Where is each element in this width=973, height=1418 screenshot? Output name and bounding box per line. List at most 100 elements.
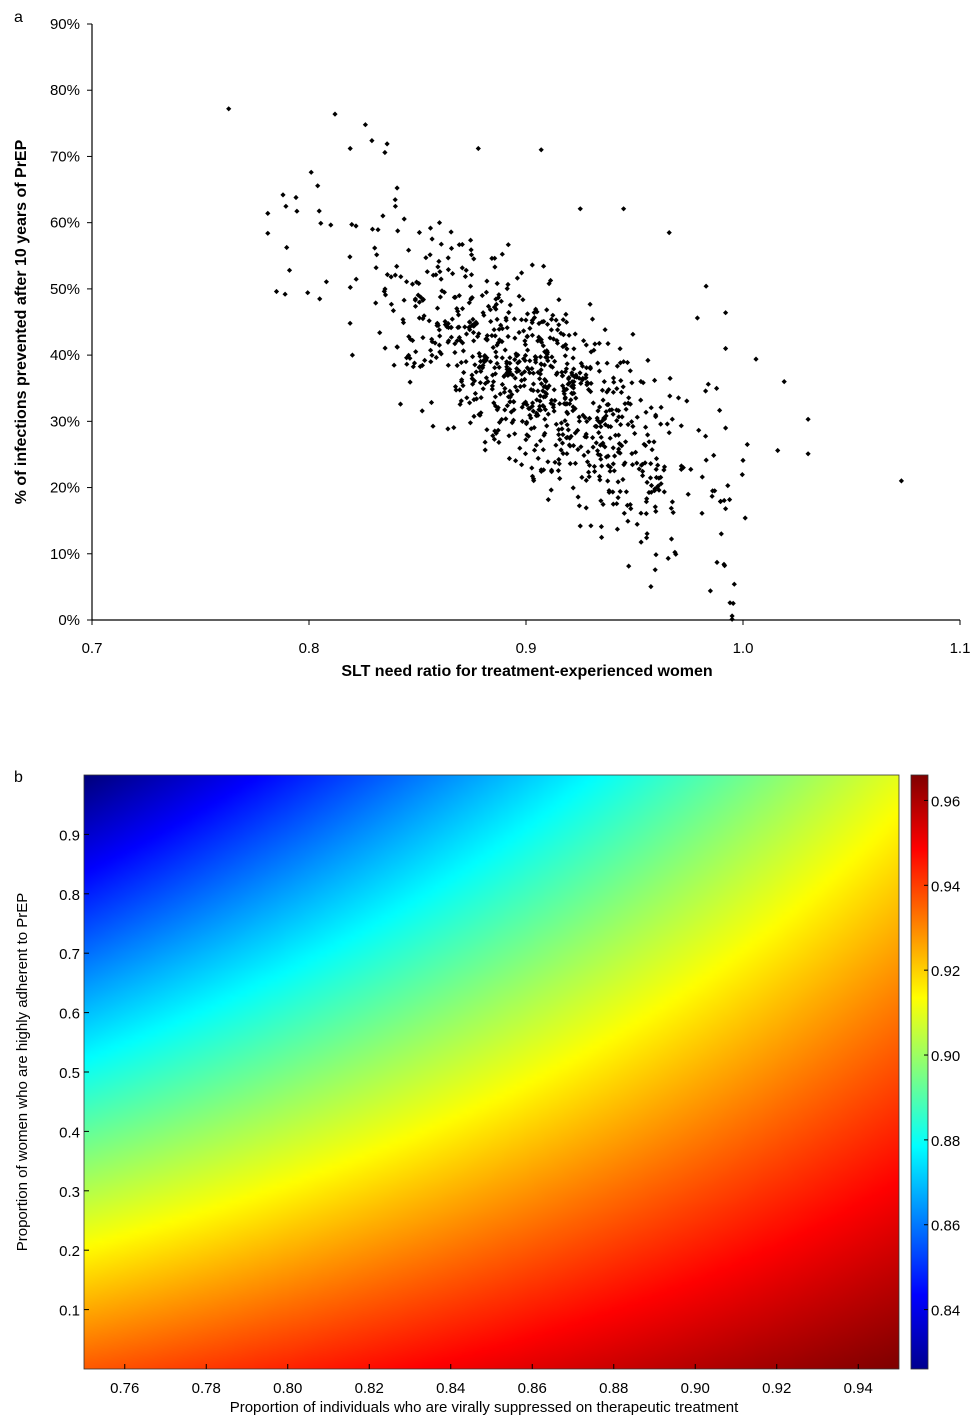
scatter-point xyxy=(507,360,513,366)
scatter-point xyxy=(456,293,462,299)
scatter-point xyxy=(656,487,662,493)
scatter-point xyxy=(531,425,537,431)
scatter-point xyxy=(614,501,620,507)
scatter-point xyxy=(428,399,435,406)
scatter-point xyxy=(392,272,398,278)
scatter-point xyxy=(529,262,535,268)
scatter-point xyxy=(556,461,562,467)
y-tick-label: 0.2 xyxy=(59,1243,80,1260)
scatter-point xyxy=(535,338,541,344)
scatter-x-axis-label: SLT need ratio for treatment-experienced… xyxy=(341,663,712,680)
scatter-point xyxy=(542,407,548,413)
scatter-point xyxy=(587,301,593,307)
scatter-point xyxy=(558,420,564,426)
scatter-point xyxy=(541,263,547,269)
scatter-point xyxy=(541,432,547,438)
scatter-point xyxy=(602,327,608,333)
scatter-point xyxy=(503,416,509,422)
scatter-point xyxy=(538,467,544,473)
colorbar-frame xyxy=(910,774,929,1370)
scatter-point xyxy=(550,312,556,318)
x-tick-label: 1.1 xyxy=(950,640,971,657)
scatter-point xyxy=(563,366,569,372)
scatter-point xyxy=(502,347,508,353)
scatter-point xyxy=(717,407,723,413)
scatter-point xyxy=(553,442,559,448)
panel-label-b: b xyxy=(14,769,23,786)
scatter-point xyxy=(703,388,709,394)
scatter-point xyxy=(468,296,474,302)
scatter-point xyxy=(384,272,390,278)
scatter-point xyxy=(668,536,675,542)
scatter-point xyxy=(577,523,583,529)
scatter-point xyxy=(534,397,540,403)
scatter-point xyxy=(567,435,573,441)
scatter-point xyxy=(521,383,527,389)
scatter-point xyxy=(557,401,563,407)
scatter-point xyxy=(563,311,569,317)
scatter-point xyxy=(646,439,652,445)
scatter-point xyxy=(505,372,511,378)
scatter-point xyxy=(586,462,593,468)
colorbar-ticks: 0.84 0.86 0.88 0.90 0.92 0.94 0.96 xyxy=(924,793,960,1320)
scatter-point xyxy=(398,274,404,280)
scatter-point xyxy=(596,340,602,346)
scatter-point xyxy=(721,561,727,567)
scatter-point xyxy=(551,387,557,393)
scatter-point xyxy=(644,479,650,485)
scatter-point xyxy=(586,387,592,393)
scatter-point xyxy=(602,444,608,450)
scatter-point xyxy=(436,342,442,348)
scatter-point xyxy=(562,342,568,349)
scatter-point xyxy=(542,376,548,383)
scatter-point xyxy=(479,292,485,299)
scatter-point xyxy=(658,474,664,480)
scatter-point xyxy=(562,418,568,424)
scatter-point xyxy=(412,303,419,309)
scatter-point xyxy=(575,494,581,500)
scatter-point xyxy=(562,369,568,375)
scatter-point xyxy=(625,518,631,524)
scatter-point xyxy=(666,430,672,436)
scatter-point xyxy=(560,450,566,457)
scatter-point xyxy=(460,383,466,389)
y-tick-label: 0.4 xyxy=(59,1124,80,1141)
scatter-point xyxy=(373,300,379,306)
scatter-point xyxy=(476,331,482,337)
scatter-point xyxy=(294,208,300,214)
scatter-point xyxy=(556,297,562,303)
scatter-point xyxy=(394,185,400,191)
x-tick-label: 1.0 xyxy=(733,640,754,657)
scatter-point xyxy=(740,457,746,463)
scatter-point xyxy=(429,236,435,242)
scatter-point xyxy=(561,391,567,397)
scatter-point xyxy=(529,332,535,338)
scatter-point xyxy=(517,445,523,451)
scatter-point xyxy=(353,223,359,229)
scatter-point xyxy=(392,197,398,203)
x-tick-label: 0.94 xyxy=(844,1380,873,1397)
scatter-point xyxy=(571,366,577,372)
scatter-point xyxy=(504,364,510,370)
scatter-point xyxy=(658,404,664,410)
scatter-point xyxy=(636,466,642,472)
scatter-point xyxy=(265,230,271,236)
scatter-point xyxy=(484,278,490,284)
scatter-point xyxy=(407,355,413,361)
scatter-point xyxy=(648,584,654,590)
scatter-point xyxy=(521,356,527,362)
scatter-point xyxy=(445,255,451,261)
scatter-point xyxy=(577,206,583,212)
scatter-point xyxy=(581,452,587,458)
scatter-point xyxy=(265,210,271,216)
scatter-point xyxy=(468,247,474,253)
scatter-point xyxy=(469,295,475,301)
scatter-point xyxy=(744,441,750,448)
scatter-point xyxy=(549,397,555,403)
scatter-point xyxy=(583,505,589,511)
x-tick-label: 0.92 xyxy=(762,1380,791,1397)
scatter-point xyxy=(604,360,610,366)
scatter-point xyxy=(629,380,635,386)
scatter-point xyxy=(571,379,577,385)
scatter-point xyxy=(600,501,606,507)
